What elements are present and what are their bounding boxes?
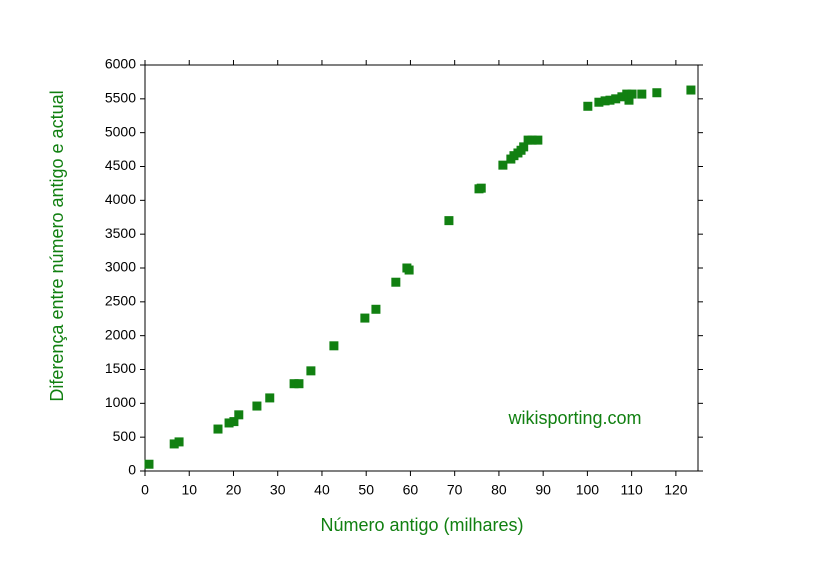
point xyxy=(234,410,244,420)
point xyxy=(294,379,304,389)
point xyxy=(252,401,262,411)
point xyxy=(533,135,543,145)
point xyxy=(144,459,154,469)
x-tick-label: 10 xyxy=(181,482,197,498)
y-tick-label: 5000 xyxy=(105,123,136,139)
point xyxy=(444,216,454,226)
x-tick-label: 80 xyxy=(491,482,507,498)
x-tick-label: 70 xyxy=(447,482,463,498)
point xyxy=(265,393,275,403)
point xyxy=(391,277,401,287)
point xyxy=(527,135,537,145)
point xyxy=(306,366,316,376)
point xyxy=(169,439,179,449)
x-tick-label: 0 xyxy=(141,482,149,498)
y-tick-label: 6000 xyxy=(105,56,136,72)
y-tick-label: 0 xyxy=(128,462,136,478)
point xyxy=(622,89,632,99)
point xyxy=(627,89,637,99)
y-tick-label: 3500 xyxy=(105,225,136,241)
point xyxy=(329,341,339,351)
x-axis-label: Número antigo (milhares) xyxy=(320,515,523,535)
point xyxy=(605,95,615,105)
point xyxy=(617,92,627,102)
point xyxy=(624,95,634,105)
point xyxy=(371,304,381,314)
point xyxy=(600,96,610,106)
y-tick-label: 1000 xyxy=(105,394,136,410)
y-tick-label: 2500 xyxy=(105,293,136,309)
point xyxy=(637,89,647,99)
x-tick-label: 40 xyxy=(314,482,330,498)
x-tick-label: 60 xyxy=(403,482,419,498)
x-tick-label: 90 xyxy=(535,482,551,498)
y-tick-label: 4500 xyxy=(105,157,136,173)
annotation: wikisporting.com xyxy=(507,408,641,428)
point xyxy=(174,437,184,447)
point xyxy=(652,88,662,98)
y-tick-label: 3000 xyxy=(105,259,136,275)
y-tick-label: 5500 xyxy=(105,90,136,106)
point xyxy=(289,379,299,389)
x-tick-label: 20 xyxy=(226,482,242,498)
point xyxy=(594,97,604,107)
point xyxy=(583,101,593,111)
y-tick-label: 2000 xyxy=(105,326,136,342)
x-tick-label: 110 xyxy=(620,482,643,498)
y-tick-label: 1500 xyxy=(105,360,136,376)
point xyxy=(404,265,414,275)
x-tick-label: 50 xyxy=(358,482,374,498)
x-tick-label: 30 xyxy=(270,482,286,498)
x-tick-label: 120 xyxy=(664,482,688,498)
y-tick-label: 4000 xyxy=(105,191,136,207)
point xyxy=(213,424,223,434)
point xyxy=(498,160,508,170)
y-tick-label: 500 xyxy=(113,428,137,444)
point xyxy=(611,94,621,104)
point xyxy=(476,183,486,193)
x-tick-label: 100 xyxy=(576,482,600,498)
point xyxy=(686,85,696,95)
point xyxy=(229,417,239,427)
point xyxy=(224,418,234,428)
point xyxy=(360,313,370,323)
y-axis-label: Diferença entre número antigo e actual xyxy=(47,90,67,401)
point xyxy=(519,142,529,152)
